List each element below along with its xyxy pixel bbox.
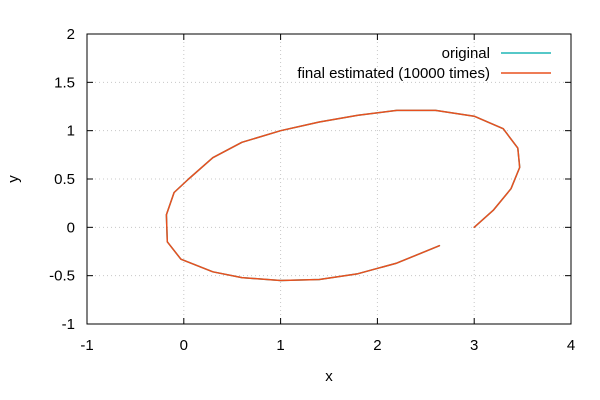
y-tick-label: 1 [67, 123, 75, 140]
x-tick-label: 0 [180, 337, 188, 354]
legend: original final estimated (10000 times) [297, 45, 551, 82]
y-tick-label: 0 [67, 219, 75, 236]
series-layer [165, 109, 521, 282]
legend-label-1: original [442, 45, 490, 62]
y-tick-label: 2 [67, 26, 75, 43]
y-axis-title: y [5, 175, 22, 183]
x-tick-label: 4 [567, 337, 575, 354]
x-tick-label: 2 [373, 337, 381, 354]
y-tick-label: 0.5 [54, 171, 75, 188]
x-tick-label: 3 [470, 337, 478, 354]
x-axis-title: x [325, 368, 333, 385]
grid [87, 34, 571, 324]
y-tick-label: -1 [62, 316, 75, 333]
series-line-2 [165, 109, 521, 282]
legend-label-2: final estimated (10000 times) [297, 65, 490, 82]
y-tick-label: -0.5 [49, 268, 75, 285]
x-tick-label: -1 [80, 337, 93, 354]
series-line-1 [165, 109, 521, 282]
x-tick-label: 1 [276, 337, 284, 354]
ticks: -1 0 1 2 3 4 -1 -0.5 0 0.5 1 1.5 2 [49, 26, 575, 354]
y-tick-label: 1.5 [54, 74, 75, 91]
